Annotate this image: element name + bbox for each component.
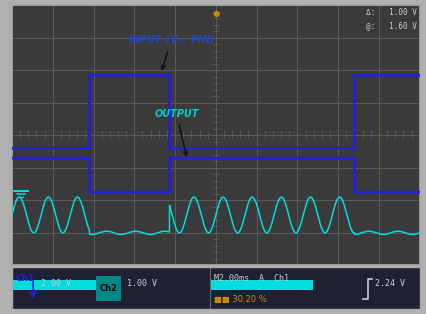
Text: @:   1.60 V: @: 1.60 V bbox=[365, 21, 415, 30]
Text: ●: ● bbox=[212, 9, 219, 18]
Text: ■■ 30.20 %: ■■ 30.20 % bbox=[213, 295, 266, 305]
Text: 2.24 V: 2.24 V bbox=[374, 279, 404, 288]
Text: Ch2: Ch2 bbox=[99, 284, 117, 293]
Text: 1.00 V: 1.00 V bbox=[127, 279, 157, 288]
Bar bbox=[95, 276, 121, 301]
Text: INPUT (V$_{CC}$ PIN): INPUT (V$_{CC}$ PIN) bbox=[128, 33, 214, 69]
Text: M2.00ms  A  Ch1: M2.00ms A Ch1 bbox=[213, 274, 288, 283]
Bar bbox=[13, 279, 100, 290]
Text: Δ:   1.00 V: Δ: 1.00 V bbox=[365, 8, 415, 17]
Text: OUTPUT: OUTPUT bbox=[154, 110, 199, 155]
Text: Ch1: Ch1 bbox=[15, 274, 35, 283]
Text: 2.00 V: 2.00 V bbox=[41, 279, 71, 288]
Bar bbox=[210, 279, 312, 290]
